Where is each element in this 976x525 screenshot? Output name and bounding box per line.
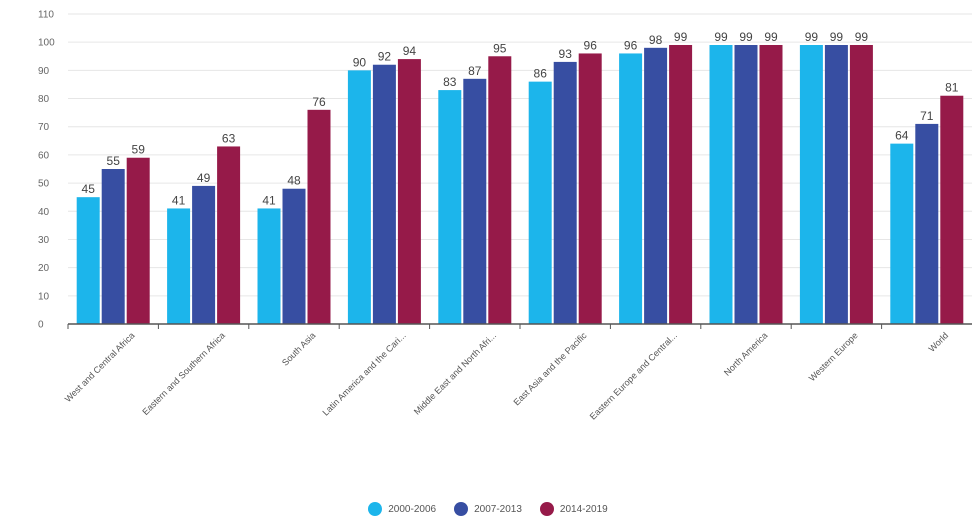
bar bbox=[553, 61, 577, 325]
data-label: 96 bbox=[584, 38, 598, 52]
bar bbox=[282, 188, 306, 324]
bar bbox=[578, 53, 602, 325]
data-label: 95 bbox=[493, 41, 507, 55]
data-label: 99 bbox=[805, 30, 819, 44]
x-category-label: Eastern Europe and Central... bbox=[588, 330, 679, 421]
y-tick-label: 50 bbox=[38, 179, 50, 190]
data-label: 99 bbox=[855, 30, 869, 44]
bar bbox=[644, 47, 668, 325]
bar bbox=[397, 59, 421, 324]
data-labels: 45 55 59 41 49 63 41 48 76 90 92 94 83 87 95 86 93 96 96 98… bbox=[82, 30, 959, 207]
y-axis-ticks: 0 10 20 30 40 50 60 70 80 90 100 110 bbox=[38, 10, 55, 331]
bar bbox=[217, 146, 241, 324]
y-tick-label: 80 bbox=[38, 94, 50, 105]
data-label: 81 bbox=[945, 81, 959, 95]
data-label: 45 bbox=[82, 182, 96, 196]
bar bbox=[940, 95, 964, 325]
data-label: 92 bbox=[378, 50, 392, 64]
data-label: 94 bbox=[403, 44, 417, 58]
bar bbox=[463, 78, 487, 325]
bar bbox=[126, 157, 150, 324]
data-label: 83 bbox=[443, 75, 457, 89]
bar bbox=[669, 45, 693, 324]
x-category-label: World bbox=[927, 330, 951, 354]
bar bbox=[101, 169, 125, 324]
data-label: 90 bbox=[353, 55, 367, 69]
data-label: 71 bbox=[920, 109, 934, 123]
x-category-label: North America bbox=[722, 330, 769, 377]
y-tick-label: 90 bbox=[38, 66, 50, 77]
legend-item[interactable]: 2000-2006 bbox=[368, 502, 436, 516]
bar bbox=[849, 45, 873, 324]
x-category-label: Latin America and the Cari... bbox=[320, 330, 407, 417]
legend-swatch bbox=[454, 502, 469, 516]
bar bbox=[799, 45, 823, 324]
bar bbox=[192, 185, 216, 324]
x-category-label: Western Europe bbox=[807, 330, 860, 383]
y-tick-label: 60 bbox=[38, 150, 50, 161]
data-label: 86 bbox=[534, 67, 548, 81]
data-label: 98 bbox=[649, 33, 663, 47]
bar bbox=[824, 45, 848, 324]
x-category-label: Eastern and Southern Africa bbox=[140, 330, 227, 417]
x-category-label: West and Central Africa bbox=[63, 330, 137, 404]
y-tick-label: 30 bbox=[38, 235, 50, 246]
bar bbox=[709, 45, 733, 324]
bar bbox=[619, 53, 643, 325]
bar bbox=[76, 197, 100, 324]
y-tick-label: 0 bbox=[38, 320, 44, 331]
legend-item[interactable]: 2014-2019 bbox=[539, 502, 608, 516]
bar-chart: 0 10 20 30 40 50 60 70 80 90 100 110 45 55 59 41 49 63 41… bbox=[38, 10, 972, 422]
data-label: 76 bbox=[312, 95, 326, 109]
data-label: 49 bbox=[197, 171, 211, 185]
data-label: 63 bbox=[222, 131, 236, 145]
bar bbox=[759, 45, 783, 324]
data-label: 87 bbox=[468, 64, 482, 78]
x-category-label: East Asia and the Pacific bbox=[511, 330, 588, 407]
y-tick-label: 10 bbox=[38, 291, 50, 302]
legend-item[interactable]: 2007-2013 bbox=[454, 502, 522, 516]
data-label: 99 bbox=[714, 30, 728, 44]
legend-label: 2007-2013 bbox=[474, 503, 522, 515]
bar bbox=[167, 208, 191, 324]
bar bbox=[528, 81, 552, 325]
y-tick-label: 110 bbox=[38, 10, 54, 21]
data-label: 41 bbox=[262, 193, 276, 207]
data-label: 96 bbox=[624, 38, 638, 52]
legend-swatch bbox=[368, 502, 383, 516]
data-label: 99 bbox=[764, 30, 778, 44]
data-label: 48 bbox=[287, 174, 301, 188]
bar bbox=[372, 64, 396, 325]
y-tick-label: 20 bbox=[38, 263, 50, 274]
data-label: 55 bbox=[107, 154, 121, 168]
bars bbox=[76, 45, 964, 325]
bar bbox=[915, 123, 939, 324]
legend-label: 2000-2006 bbox=[388, 503, 437, 515]
data-label: 59 bbox=[132, 143, 146, 157]
data-label: 41 bbox=[172, 193, 186, 207]
data-label: 99 bbox=[674, 30, 688, 44]
x-axis-categories: West and Central Africa Eastern and South… bbox=[63, 324, 950, 422]
x-category-label: South Asia bbox=[280, 330, 317, 367]
bar bbox=[347, 70, 371, 324]
data-label: 99 bbox=[739, 30, 753, 44]
bar bbox=[488, 56, 512, 324]
y-tick-label: 70 bbox=[38, 122, 50, 133]
bar bbox=[734, 45, 758, 324]
bar bbox=[438, 90, 462, 324]
y-tick-label: 100 bbox=[38, 38, 55, 49]
x-category-label: Middle East and North Afri... bbox=[412, 330, 498, 416]
bar bbox=[257, 208, 281, 324]
data-label: 93 bbox=[559, 47, 573, 61]
data-label: 64 bbox=[895, 129, 909, 143]
bar bbox=[890, 143, 914, 324]
legend: 2000-2006 2007-2013 2014-2019 bbox=[0, 502, 976, 516]
legend-swatch bbox=[539, 502, 554, 516]
legend-label: 2014-2019 bbox=[559, 503, 608, 515]
bar bbox=[307, 109, 331, 325]
data-label: 99 bbox=[830, 30, 844, 44]
y-tick-label: 40 bbox=[38, 207, 50, 218]
